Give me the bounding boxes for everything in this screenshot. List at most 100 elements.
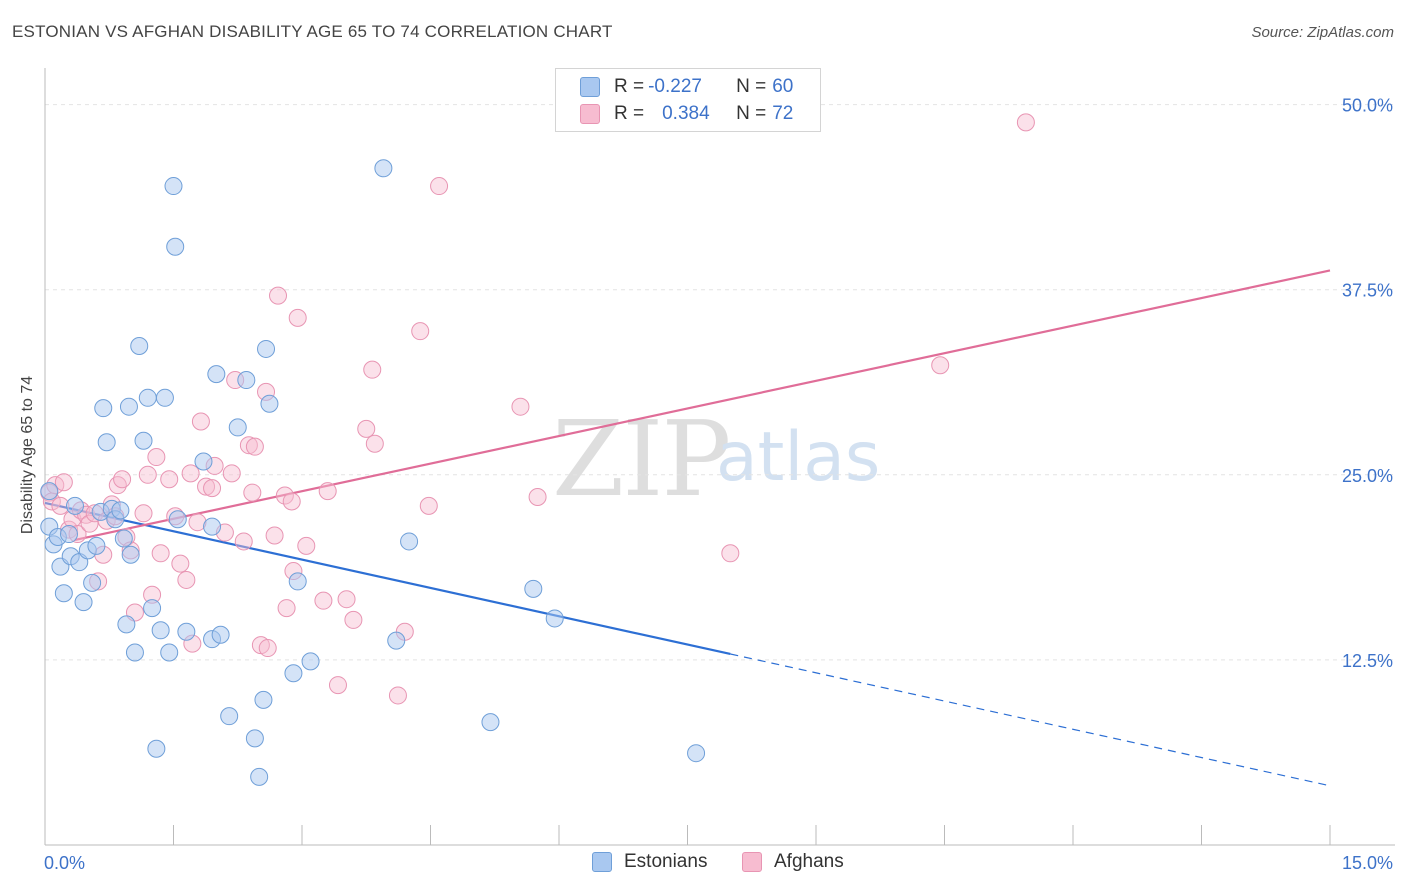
afghan-point: [191, 412, 210, 431]
estonian-point: [59, 525, 78, 544]
estonian-point: [94, 399, 113, 418]
estonian-point: [121, 545, 140, 564]
afghan-point: [419, 496, 438, 515]
legend-label-afghans: Afghans: [774, 851, 844, 872]
legend-item-afghans[interactable]: Afghans: [742, 851, 844, 873]
afghan-point: [275, 486, 294, 505]
afghan-point: [80, 514, 99, 533]
estonian-point: [228, 418, 247, 437]
afghan-point: [363, 360, 382, 379]
legend-r-label: R =: [614, 76, 645, 97]
afghan-point: [511, 397, 530, 416]
estonian-point: [237, 371, 256, 390]
estonian-point: [160, 643, 179, 662]
afghan-point: [288, 308, 307, 327]
estonian-point: [164, 177, 183, 196]
tick-labels: 12.5% 25.0% 37.5% 50.0% 0.0% 15.0%: [44, 96, 1393, 873]
afghan-point: [134, 504, 153, 523]
estonian-point: [87, 536, 106, 555]
afghan-point: [297, 536, 316, 555]
afghan-point: [147, 448, 166, 467]
estonians-swatch-icon: [580, 77, 600, 97]
afghan-point: [721, 544, 740, 563]
afghan-point: [318, 482, 337, 501]
afghans-square-icon: [742, 852, 762, 872]
estonian-point: [387, 631, 406, 650]
estonians-trend-line: [44, 501, 731, 656]
afghan-point: [151, 544, 170, 563]
afghan-point: [344, 610, 363, 629]
legend-item-estonians[interactable]: Estonians: [592, 851, 707, 873]
afghan-point: [160, 470, 179, 489]
afghan-point: [243, 483, 262, 502]
estonian-point: [545, 609, 564, 628]
estonian-point: [260, 394, 279, 413]
estonian-point: [288, 572, 307, 591]
y-tick-label: 25.0%: [1342, 466, 1393, 486]
estonian-point: [54, 584, 73, 603]
estonian-point: [114, 529, 133, 548]
estonian-point: [147, 739, 166, 758]
legend-row-afghans: R = 0.384 N = 72: [580, 101, 793, 127]
afghans-swatch-icon: [580, 104, 600, 124]
estonian-point: [117, 615, 136, 634]
afghan-point: [411, 322, 430, 341]
afghan-point: [245, 437, 264, 456]
afghans-trend-line: [74, 269, 1331, 542]
estonian-point: [203, 517, 222, 536]
afghan-point: [365, 434, 384, 453]
afghan-point: [388, 686, 407, 705]
data-points: [40, 113, 1035, 786]
afghan-point: [1016, 113, 1035, 132]
estonian-point: [130, 336, 149, 355]
afghan-point: [197, 477, 216, 496]
afghan-point: [282, 492, 301, 511]
estonian-point: [284, 664, 303, 683]
estonians-square-icon: [592, 852, 612, 872]
estonian-point: [74, 593, 93, 612]
chart-title: ESTONIAN VS AFGHAN DISABILITY AGE 65 TO …: [12, 22, 613, 41]
estonian-point: [111, 501, 130, 520]
afghan-point: [277, 599, 296, 618]
afghan-point: [265, 526, 284, 545]
afghan-point: [258, 639, 277, 658]
estonian-point: [97, 433, 116, 452]
trend-lines: [44, 269, 1331, 787]
afghan-point: [239, 436, 258, 455]
afghan-point: [314, 591, 333, 610]
estonian-point: [250, 767, 269, 786]
estonian-point: [134, 431, 153, 450]
legend-r-value: 0.384: [662, 103, 710, 124]
afghan-point: [234, 532, 253, 551]
estonians-trend-extension: [730, 653, 1331, 787]
afghan-point: [171, 554, 190, 573]
x-tick-label: 0.0%: [44, 853, 85, 873]
x-tick-label: 15.0%: [1342, 853, 1393, 873]
afghan-point: [54, 473, 73, 492]
estonian-point: [83, 573, 102, 592]
legend-r-value: -0.227: [648, 76, 702, 97]
afghan-point: [203, 479, 222, 498]
estonian-point: [151, 621, 170, 640]
watermark-atlas: atlas: [716, 418, 881, 497]
estonian-point: [374, 159, 393, 178]
estonian-point: [257, 339, 276, 358]
estonian-point: [207, 365, 226, 384]
estonian-point: [177, 622, 196, 641]
estonian-point: [220, 707, 239, 726]
estonian-point: [168, 510, 187, 529]
estonian-point: [245, 729, 264, 748]
legend-n-value: 60: [772, 76, 794, 97]
legend-n-label: N =: [736, 76, 767, 97]
afghan-point: [357, 419, 376, 438]
legend-row-estonians: R = -0.227 N = 60: [580, 74, 793, 100]
estonian-point: [155, 388, 174, 407]
afghan-point: [337, 590, 356, 609]
afghan-point: [931, 356, 950, 375]
estonian-point: [138, 388, 157, 407]
afghan-point: [177, 570, 196, 589]
y-tick-label: 50.0%: [1342, 96, 1393, 116]
estonian-point: [400, 532, 419, 551]
afghan-point: [328, 676, 347, 695]
